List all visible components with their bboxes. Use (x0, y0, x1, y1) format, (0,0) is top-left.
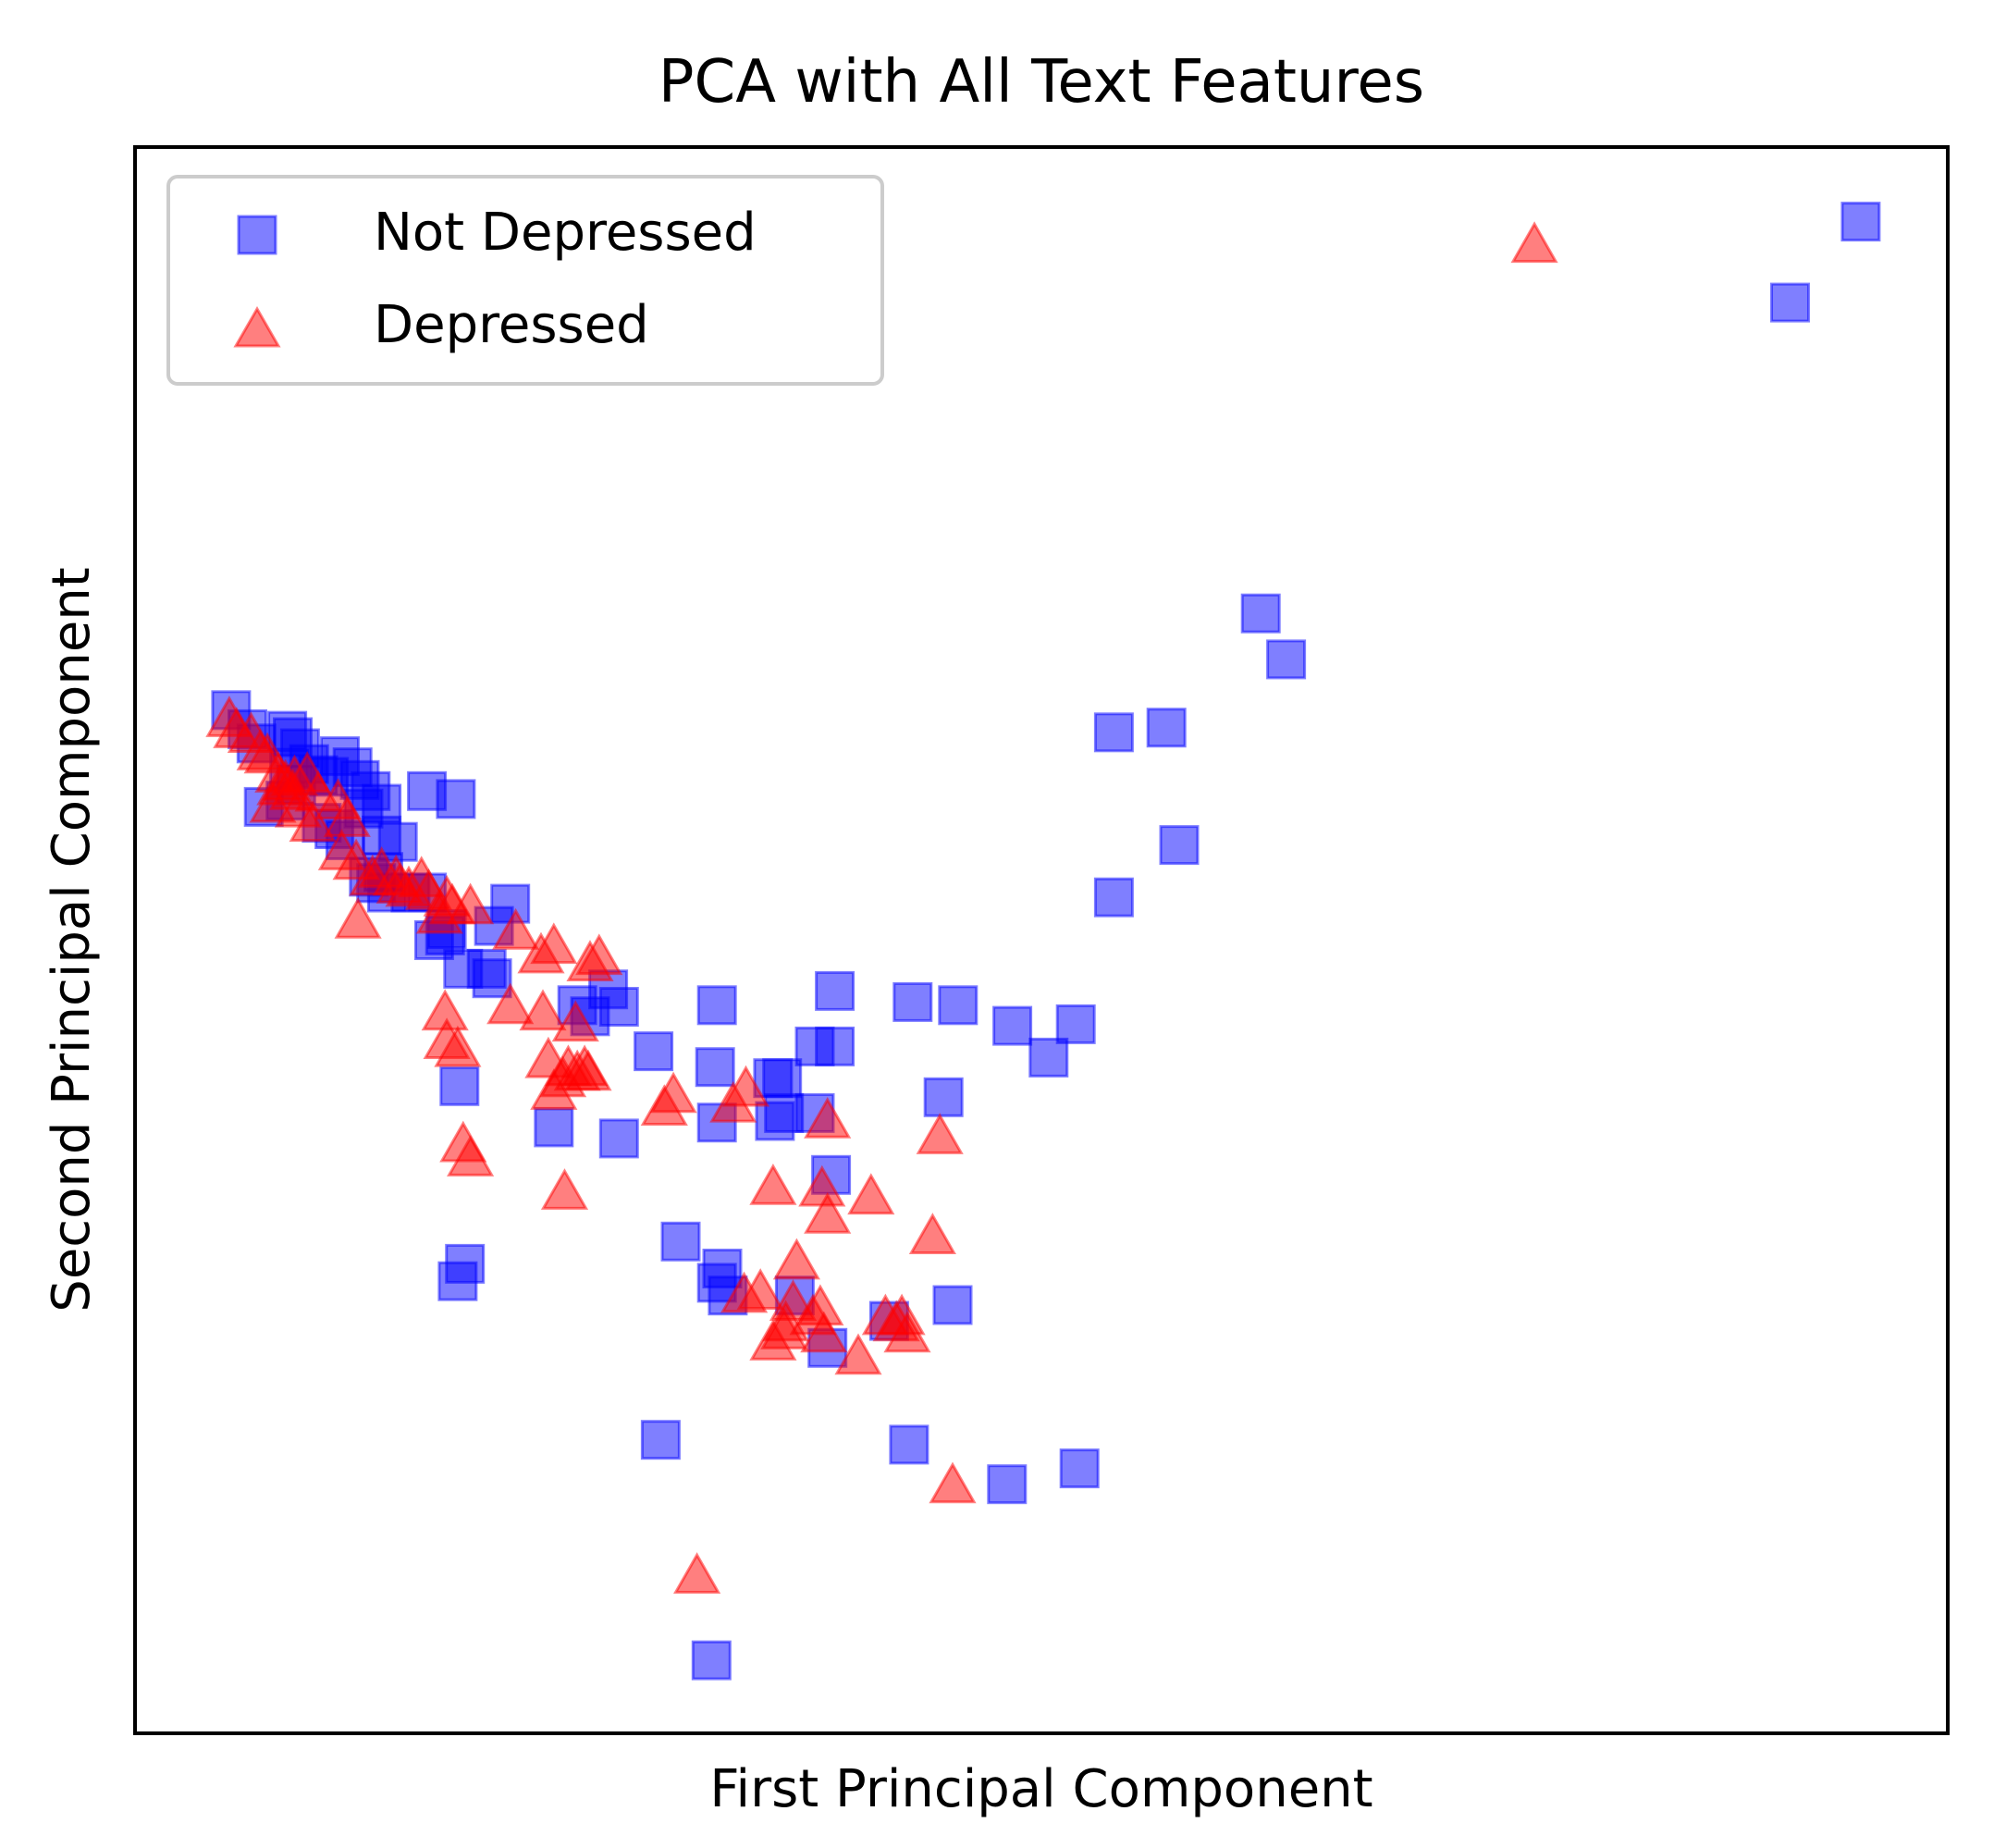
y-axis-label: Second Principal Component (42, 567, 102, 1312)
point-not-depressed-47 (472, 958, 512, 999)
legend-depressed-triangle-icon (233, 305, 281, 348)
point-depressed-80 (834, 1333, 882, 1375)
point-depressed-16 (323, 795, 371, 837)
point-depressed-62 (804, 1191, 852, 1234)
point-not-depressed-70 (923, 1077, 964, 1117)
point-not-depressed-82 (932, 1285, 973, 1325)
point-depressed-74 (861, 1293, 909, 1336)
point-not-depressed-6 (1159, 825, 1200, 866)
point-depressed-73 (800, 1311, 848, 1353)
point-not-depressed-66 (534, 1107, 574, 1148)
point-depressed-36 (575, 933, 623, 976)
point-depressed-77 (673, 1552, 721, 1594)
point-not-depressed-4 (1093, 712, 1134, 753)
point-depressed-79 (749, 1319, 797, 1361)
point-depressed-14 (256, 763, 304, 806)
legend-label-not-depressed: Not Depressed (374, 203, 757, 263)
point-not-depressed-84 (640, 1420, 681, 1460)
point-depressed-32 (492, 907, 540, 950)
point-not-depressed-55 (815, 970, 855, 1011)
point-depressed-75 (883, 1311, 931, 1353)
point-depressed-49 (530, 1068, 578, 1110)
point-depressed-30 (415, 892, 463, 934)
x-axis-label: First Principal Component (709, 1759, 1372, 1819)
point-depressed-47 (564, 1049, 612, 1091)
point-not-depressed-5 (1146, 708, 1187, 748)
point-not-depressed-61 (634, 1031, 674, 1072)
scatter-markers (205, 202, 1881, 1681)
point-depressed-27 (398, 856, 446, 898)
point-depressed-61 (847, 1173, 895, 1215)
point-not-depressed-0 (1840, 202, 1881, 242)
point-depressed-59 (749, 1163, 797, 1205)
point-not-depressed-75 (445, 1243, 486, 1284)
point-not-depressed-56 (892, 981, 933, 1022)
point-depressed-29 (447, 882, 495, 925)
point-not-depressed-53 (696, 985, 737, 1026)
point-not-depressed-7 (1093, 877, 1134, 918)
chart-title: PCA with All Text Features (659, 48, 1424, 117)
legend-not-depressed-square-icon (237, 215, 277, 255)
point-not-depressed-26 (436, 779, 476, 819)
legend-box (166, 175, 884, 386)
point-not-depressed-48 (439, 1066, 480, 1106)
point-depressed-17 (289, 800, 337, 843)
point-depressed-76 (929, 1461, 977, 1504)
point-not-depressed-3 (1266, 639, 1307, 680)
point-depressed-64 (772, 1238, 820, 1280)
point-not-depressed-72 (764, 1092, 805, 1133)
point-not-depressed-65 (762, 1058, 803, 1099)
point-not-depressed-63 (794, 1026, 835, 1066)
plot-area-frame (133, 145, 1950, 1735)
point-not-depressed-57 (938, 985, 979, 1026)
point-depressed-78 (736, 1268, 784, 1310)
point-depressed-51 (649, 1071, 697, 1114)
point-depressed-34 (517, 931, 565, 974)
point-depressed-40 (551, 1000, 599, 1042)
point-not-depressed-88 (691, 1640, 732, 1681)
point-depressed-38 (486, 982, 535, 1025)
point-not-depressed-85 (889, 1424, 929, 1465)
point-depressed-54 (916, 1113, 964, 1154)
point-not-depressed-60 (1028, 1037, 1069, 1078)
point-not-depressed-67 (598, 1118, 639, 1159)
point-not-depressed-58 (992, 1005, 1033, 1046)
point-depressed-57 (447, 1135, 495, 1177)
point-not-depressed-59 (1055, 1004, 1096, 1044)
point-not-depressed-62 (695, 1047, 735, 1088)
point-depressed-55 (709, 1080, 757, 1123)
point-depressed-0 (1510, 221, 1558, 264)
legend-label-depressed: Depressed (374, 295, 649, 355)
point-not-depressed-52 (598, 987, 639, 1027)
point-not-depressed-87 (1059, 1448, 1100, 1489)
point-depressed-53 (804, 1096, 852, 1139)
point-depressed-58 (540, 1168, 589, 1210)
point-not-depressed-2 (1240, 593, 1281, 634)
point-depressed-39 (519, 989, 567, 1031)
point-depressed-63 (908, 1213, 956, 1254)
point-depressed-31 (334, 896, 382, 939)
legend: Not Depressed Depressed (166, 175, 884, 386)
point-not-depressed-1 (1770, 282, 1810, 323)
point-not-depressed-86 (987, 1464, 1028, 1505)
point-depressed-42 (434, 1025, 482, 1067)
point-not-depressed-76 (660, 1221, 701, 1262)
